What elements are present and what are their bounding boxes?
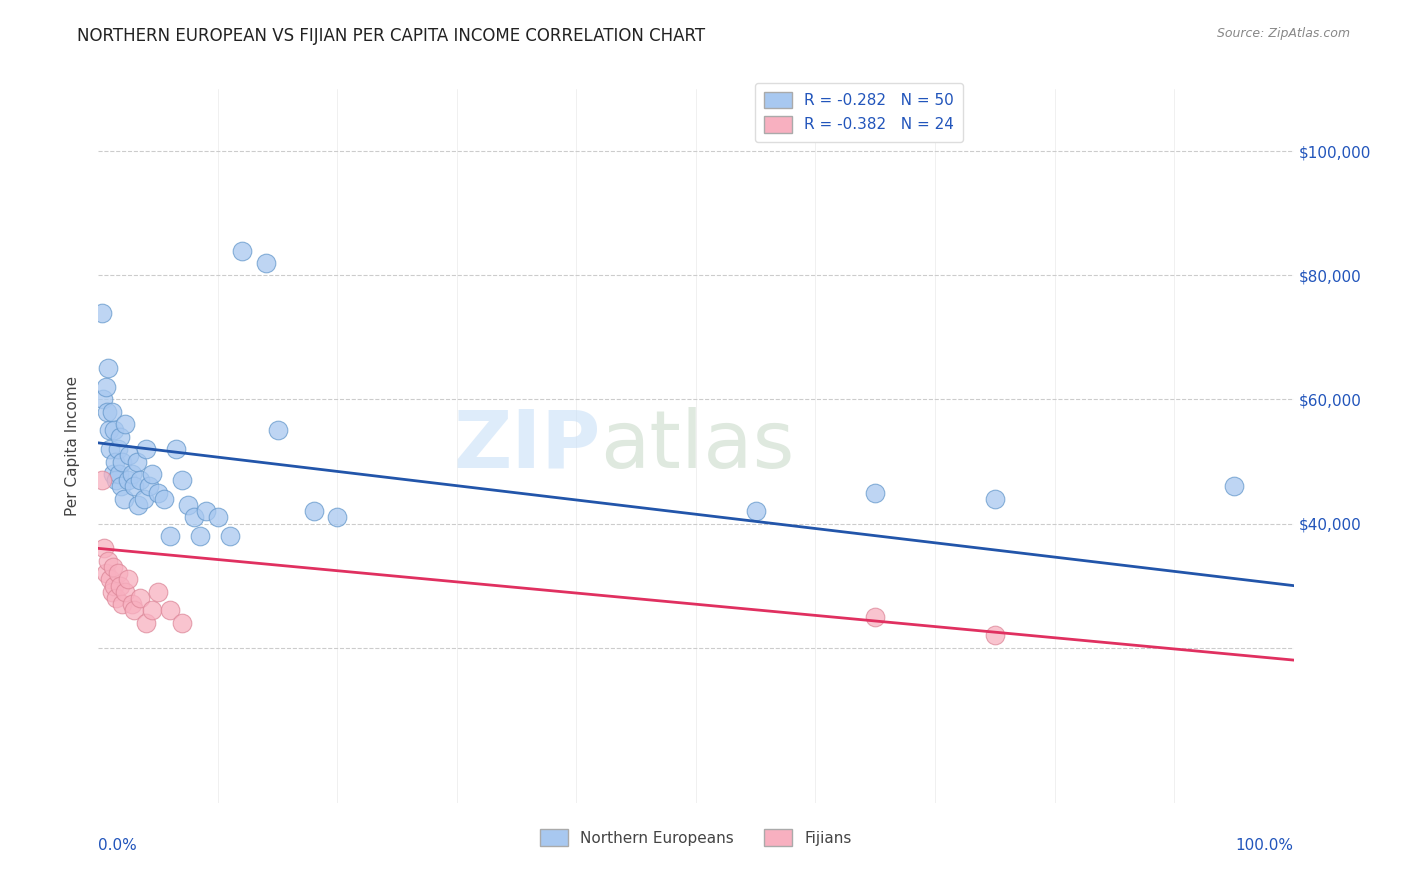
Y-axis label: Per Capita Income: Per Capita Income bbox=[65, 376, 80, 516]
Point bbox=[93, 541, 115, 556]
Point bbox=[124, 603, 146, 617]
Text: 0.0%: 0.0% bbox=[98, 838, 138, 854]
Point bbox=[129, 473, 152, 487]
Text: 100.0%: 100.0% bbox=[1236, 838, 1294, 854]
Point bbox=[97, 554, 120, 568]
Point bbox=[118, 448, 141, 462]
Point bbox=[98, 424, 121, 438]
Point bbox=[105, 473, 128, 487]
Point bbox=[107, 442, 129, 456]
Point bbox=[107, 467, 129, 481]
Text: Source: ZipAtlas.com: Source: ZipAtlas.com bbox=[1216, 27, 1350, 40]
Point bbox=[103, 579, 125, 593]
Point bbox=[165, 442, 187, 456]
Point bbox=[108, 579, 131, 593]
Point bbox=[267, 424, 290, 438]
Point bbox=[219, 529, 242, 543]
Point bbox=[125, 454, 148, 468]
Point bbox=[91, 392, 114, 407]
Point bbox=[97, 361, 120, 376]
Point bbox=[172, 615, 194, 630]
Point bbox=[159, 603, 181, 617]
Point bbox=[104, 454, 127, 468]
Point bbox=[117, 573, 139, 587]
Point bbox=[124, 479, 146, 493]
Point bbox=[135, 442, 157, 456]
Point bbox=[96, 405, 118, 419]
Point bbox=[153, 491, 176, 506]
Point bbox=[745, 504, 768, 518]
Point bbox=[121, 597, 143, 611]
Point bbox=[231, 244, 253, 258]
Point bbox=[148, 584, 170, 599]
Point bbox=[141, 467, 163, 481]
Point bbox=[984, 628, 1007, 642]
Point bbox=[183, 510, 205, 524]
Point bbox=[98, 442, 122, 456]
Legend: Northern Europeans, Fijians: Northern Europeans, Fijians bbox=[534, 823, 858, 852]
Point bbox=[91, 473, 114, 487]
Text: NORTHERN EUROPEAN VS FIJIAN PER CAPITA INCOME CORRELATION CHART: NORTHERN EUROPEAN VS FIJIAN PER CAPITA I… bbox=[77, 27, 706, 45]
Text: atlas: atlas bbox=[600, 407, 794, 485]
Point bbox=[159, 529, 181, 543]
Point bbox=[101, 560, 124, 574]
Point bbox=[100, 584, 122, 599]
Point bbox=[326, 510, 349, 524]
Point bbox=[188, 529, 211, 543]
Point bbox=[148, 485, 170, 500]
Point bbox=[177, 498, 200, 512]
Point bbox=[111, 597, 134, 611]
Point bbox=[1223, 479, 1246, 493]
Point bbox=[111, 454, 134, 468]
Point bbox=[94, 380, 117, 394]
Point bbox=[121, 467, 143, 481]
Point bbox=[207, 510, 229, 524]
Point bbox=[138, 479, 160, 493]
Point bbox=[100, 405, 122, 419]
Point bbox=[195, 504, 218, 518]
Point bbox=[110, 479, 132, 493]
Point bbox=[117, 473, 139, 487]
Point bbox=[984, 491, 1007, 506]
Point bbox=[141, 603, 163, 617]
Point bbox=[98, 573, 122, 587]
Point bbox=[91, 305, 114, 319]
Point bbox=[135, 615, 157, 630]
Point bbox=[114, 584, 136, 599]
Point bbox=[302, 504, 325, 518]
Point bbox=[132, 491, 155, 506]
Point bbox=[105, 591, 128, 605]
Point bbox=[172, 473, 194, 487]
Point bbox=[108, 430, 131, 444]
Point bbox=[112, 491, 135, 506]
Point bbox=[107, 566, 129, 581]
Point bbox=[865, 609, 887, 624]
Point bbox=[865, 485, 887, 500]
Point bbox=[254, 256, 277, 270]
Point bbox=[129, 591, 152, 605]
Point bbox=[114, 417, 136, 432]
Text: ZIP: ZIP bbox=[453, 407, 600, 485]
Point bbox=[94, 566, 117, 581]
Point bbox=[103, 424, 125, 438]
Point bbox=[127, 498, 149, 512]
Point bbox=[101, 467, 124, 481]
